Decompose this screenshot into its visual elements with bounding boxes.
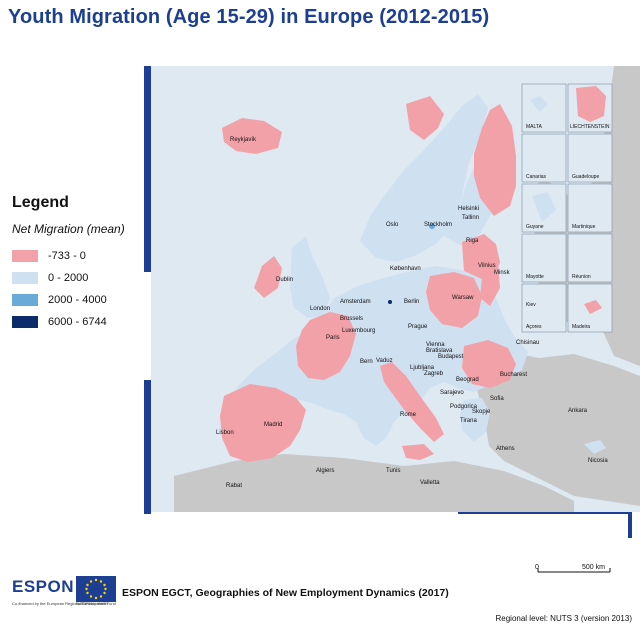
europe-map: Reykjavík Helsinki Tallinn Oslo Stockhol… bbox=[144, 66, 640, 530]
inset-label: Martinique bbox=[572, 224, 596, 230]
city-label: Riga bbox=[466, 238, 479, 244]
city-label: Vilnius bbox=[478, 263, 496, 269]
city-label: London bbox=[310, 306, 331, 312]
city-label: Vaduz bbox=[376, 358, 393, 364]
city-label: Skopje bbox=[472, 409, 491, 415]
city-label: Rome bbox=[400, 412, 417, 418]
city-label: København bbox=[390, 266, 421, 272]
city-label: Lisbon bbox=[216, 430, 234, 436]
city-label: Stockholm bbox=[424, 222, 453, 228]
legend-swatch bbox=[12, 316, 38, 328]
city-label: Chisinau bbox=[516, 340, 540, 346]
city-label: Vienna bbox=[426, 342, 445, 348]
city-label: Luxembourg bbox=[342, 328, 376, 334]
eu-flag-icon bbox=[76, 576, 116, 602]
city-label: Valletta bbox=[420, 480, 440, 486]
frame-bar-left-top bbox=[144, 66, 151, 272]
city-label: Dublin bbox=[276, 277, 294, 283]
city-label: Tallinn bbox=[462, 215, 480, 221]
scale-bar bbox=[537, 568, 611, 573]
espon-logo: ESPON bbox=[12, 577, 75, 596]
legend-title: Legend bbox=[12, 194, 69, 211]
regional-level-note: Regional level: NUTS 3 (version 2013) bbox=[495, 614, 632, 623]
city-label: Podgorica bbox=[450, 404, 478, 410]
inset-label: LIECHTENSTEIN bbox=[570, 124, 610, 130]
city-label: Beograd bbox=[456, 377, 479, 383]
credit-text: ESPON EGCT, Geographies of New Employmen… bbox=[122, 587, 449, 599]
city-label: Tirana bbox=[460, 418, 477, 424]
city-label: Warsaw bbox=[452, 295, 474, 301]
city-label: Budapest bbox=[438, 354, 464, 360]
city-label: Zagreb bbox=[424, 371, 444, 377]
espon-tagline: Co-financed by the European Regional Dev… bbox=[12, 601, 116, 606]
map-title: Youth Migration (Age 15-29) in Europe (2… bbox=[8, 6, 490, 28]
inset-label: Madeira bbox=[572, 324, 591, 330]
city-label: Reykjavík bbox=[230, 137, 257, 143]
city-label: Bucharest bbox=[500, 372, 528, 378]
inset-label: Kiev bbox=[526, 302, 536, 308]
city-label: Prague bbox=[408, 324, 428, 330]
city-label: Brussels bbox=[340, 316, 364, 322]
legend-swatch bbox=[12, 272, 38, 284]
city-label: Rabat bbox=[226, 483, 243, 489]
city-label: Nicosia bbox=[588, 458, 608, 464]
scale-zero-label: 0 bbox=[535, 564, 539, 571]
legend-item: 0 - 2000 bbox=[12, 271, 88, 285]
city-label: Sarajevo bbox=[440, 390, 464, 396]
city-label: Ljubljana bbox=[410, 365, 435, 371]
frame-bar-bottom bbox=[458, 511, 628, 514]
legend-item: 2000 - 4000 bbox=[12, 293, 107, 307]
espon-land bbox=[220, 94, 606, 462]
city-label: Tunis bbox=[386, 468, 401, 474]
inset-label: MALTA bbox=[526, 124, 542, 130]
city-label: Paris bbox=[326, 335, 340, 341]
city-label: Ankara bbox=[568, 408, 588, 414]
city-label: Minsk bbox=[494, 270, 510, 276]
city-label: Amsterdam bbox=[340, 299, 371, 305]
city-label: Bern bbox=[360, 359, 373, 365]
inset-label: Mayotte bbox=[526, 274, 544, 280]
insets bbox=[521, 83, 613, 333]
city-label: Oslo bbox=[386, 222, 399, 228]
legend-label: 0 - 2000 bbox=[48, 272, 89, 284]
legend-subtitle: Net Migration (mean) bbox=[12, 222, 125, 236]
map-svg bbox=[151, 66, 640, 512]
city-label: Sofia bbox=[490, 396, 504, 402]
city-label: Athens bbox=[496, 446, 515, 452]
inset-label: Guyane bbox=[526, 224, 544, 230]
city-label: Berlin bbox=[404, 299, 420, 305]
legend-label: -733 - 0 bbox=[48, 250, 86, 262]
city-label: Algiers bbox=[316, 468, 335, 474]
frame-bar-left-bottom bbox=[144, 380, 151, 514]
legend-item: 6000 - 6744 bbox=[12, 315, 107, 329]
inset-label: Canarias bbox=[526, 174, 547, 180]
legend-item: -733 - 0 bbox=[12, 249, 86, 263]
city-label: Madrid bbox=[264, 422, 283, 428]
scale-distance-label: 500 km bbox=[582, 564, 605, 571]
legend-label: 6000 - 6744 bbox=[48, 316, 107, 328]
legend-label: 2000 - 4000 bbox=[48, 294, 107, 306]
inset-label: Açores bbox=[526, 324, 542, 330]
eu-caption: EUROPEAN UNION bbox=[76, 602, 108, 606]
inset-label: Guadeloupe bbox=[572, 174, 600, 180]
inset-label: Réunion bbox=[572, 274, 591, 280]
legend-swatch bbox=[12, 294, 38, 306]
city-label: Helsinki bbox=[458, 206, 480, 212]
legend-swatch bbox=[12, 250, 38, 262]
city-label: Bratislava bbox=[426, 348, 453, 354]
